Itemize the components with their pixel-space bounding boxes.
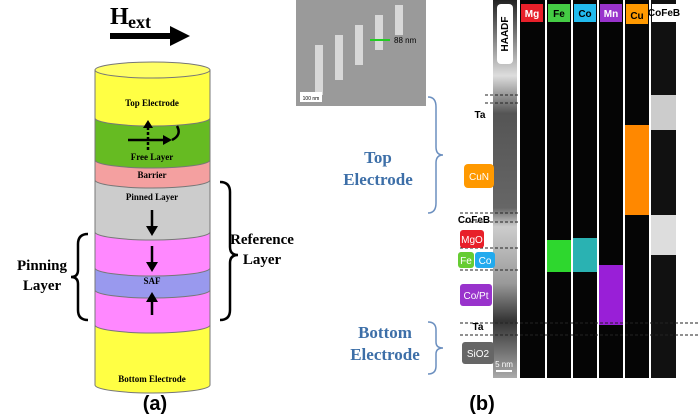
cofeb-signal [651, 95, 676, 130]
caption: (b) [469, 393, 495, 415]
pinning-label: Layer [23, 278, 62, 294]
reference-label: Reference [230, 232, 294, 248]
body: H ext Top Electrode Free Layer Barrier P… [0, 0, 699, 419]
column-label: CoFeB [648, 8, 680, 19]
field-arrowhead [170, 26, 190, 46]
cofeb-signal [651, 215, 676, 255]
pinning-brace [71, 234, 88, 320]
panel-b: 88 nm 100 nm Top Electrode Bottom Electr… [296, 0, 699, 415]
column-label: Mg [525, 9, 539, 20]
fe-signal [547, 240, 571, 272]
column-label: Fe [553, 9, 565, 20]
cylinder-top [95, 62, 210, 78]
page: {"panel_a": {"field": {"symbol": "H", "s… [0, 0, 699, 419]
co-signal [573, 238, 597, 272]
layer-label: Pinned Layer [126, 192, 178, 202]
map-columns [520, 0, 676, 378]
pinning-label: Pinning [17, 258, 68, 274]
column-label: Co [578, 9, 591, 20]
layer-label: Bottom Electrode [118, 374, 186, 384]
region-label: Electrode [343, 170, 413, 189]
layer-label: MgO [461, 235, 483, 246]
layer-label: Co/Pt [463, 291, 488, 302]
layer-label: Ta [473, 322, 484, 333]
reference-label: Layer [243, 252, 282, 268]
reference-brace [220, 182, 238, 320]
region-label: Electrode [350, 345, 420, 364]
scale-label: 5 nm [495, 360, 513, 369]
column-label: HAADF [500, 17, 511, 52]
region-label: Bottom [358, 323, 412, 342]
bottom-brace [428, 322, 443, 374]
panel-a: H ext Top Electrode Free Layer Barrier P… [17, 4, 294, 415]
region-label: Top [364, 148, 392, 167]
column-label: Cu [630, 11, 643, 22]
layer-label: Barrier [138, 170, 167, 180]
layer-label: Ta [475, 110, 486, 121]
layer-label: SAF [143, 276, 161, 286]
sem-scale: 100 nm [303, 96, 320, 102]
caption: (a) [143, 393, 167, 415]
mn-signal [599, 265, 623, 325]
field-symbol: H [110, 4, 129, 30]
layer-label: Free Layer [131, 152, 174, 162]
figure: H ext Top Electrode Free Layer Barrier P… [0, 0, 699, 419]
cu-signal [625, 125, 649, 215]
layer-label: Top Electrode [125, 98, 179, 108]
layer-label: CoFeB [458, 215, 490, 226]
column-label: Mn [604, 9, 618, 20]
layer-label: CuN [469, 172, 489, 183]
sem-size: 88 nm [394, 36, 417, 45]
top-brace [428, 97, 443, 213]
layer-label: SiO2 [467, 349, 490, 360]
field-subscript: ext [128, 12, 151, 32]
layer-label: Co [479, 256, 492, 267]
layer-label: Fe [460, 256, 472, 267]
